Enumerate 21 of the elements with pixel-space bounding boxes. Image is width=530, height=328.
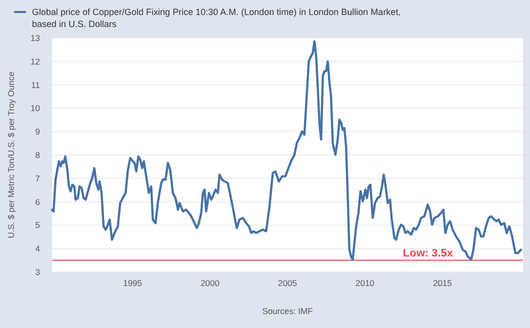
x-tick-label: 2005 bbox=[278, 278, 298, 288]
y-tick-label: 10 bbox=[30, 103, 40, 114]
y-tick-label: 5 bbox=[35, 220, 40, 230]
ref-line-label: Low: 3.5x bbox=[402, 247, 454, 260]
y-tick-label: 8 bbox=[35, 150, 40, 160]
x-tick-label: 2015 bbox=[432, 278, 452, 288]
y-tick-label: 3 bbox=[35, 266, 40, 277]
y-tick-label: 4 bbox=[35, 244, 40, 254]
x-tick-label: 2000 bbox=[200, 278, 220, 288]
line-series bbox=[50, 40, 522, 261]
y-tick-label: 9 bbox=[35, 126, 40, 137]
y-tick-label: 7 bbox=[35, 173, 40, 184]
y-tick-label: 6 bbox=[35, 196, 40, 207]
x-tick-label: 1995 bbox=[123, 278, 142, 288]
y-axis-title: U.S. $ per Metric Ton/U.S. $ per Troy Ounce bbox=[6, 71, 16, 238]
legend-label: Global price of Copper/Gold Fixing Price 10:30 A.M. (London time) in London Bullion Market, based in U.S. Dollars bbox=[32, 7, 401, 29]
x-tick-label: 2010 bbox=[356, 278, 375, 288]
source-note: Sources: IMF bbox=[262, 306, 313, 316]
y-tick-label: 12 bbox=[30, 56, 40, 66]
y-tick-label: 13 bbox=[30, 32, 40, 43]
y-tick-label: 11 bbox=[31, 80, 40, 90]
